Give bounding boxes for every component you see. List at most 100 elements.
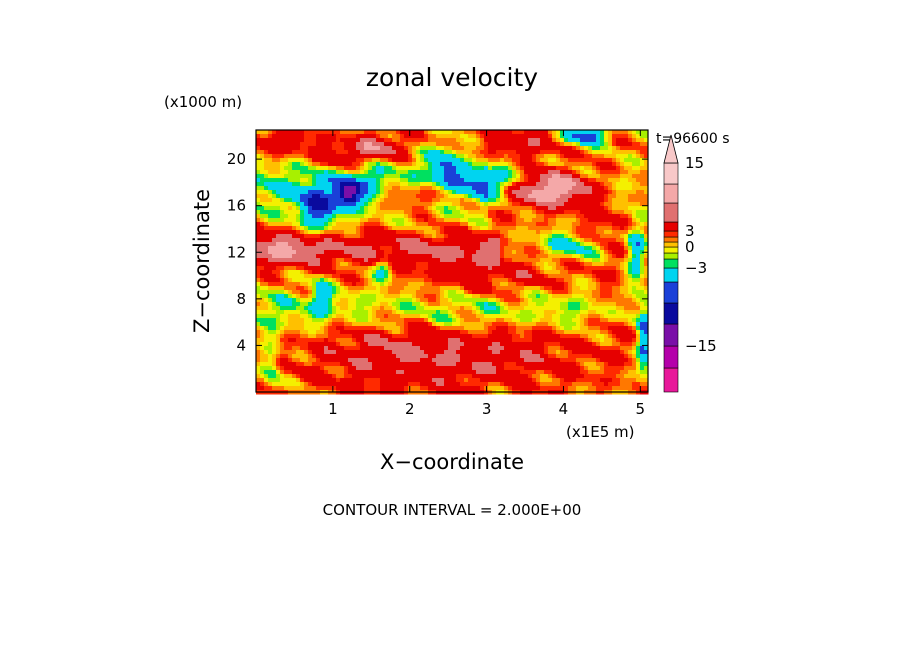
heatmap-cell — [348, 254, 353, 259]
heatmap-cell — [616, 230, 621, 235]
heatmap-cell — [332, 230, 337, 235]
heatmap-cell — [500, 162, 505, 167]
heatmap-cell — [308, 322, 313, 327]
heatmap-cell — [264, 158, 269, 163]
heatmap-cell — [376, 266, 381, 271]
heatmap-cell — [264, 234, 269, 239]
heatmap-cell — [308, 250, 313, 255]
heatmap-cell — [572, 138, 577, 143]
heatmap-cell — [332, 310, 337, 315]
heatmap-cell — [528, 274, 533, 279]
heatmap-cell — [492, 278, 497, 283]
heatmap-cell — [260, 182, 265, 187]
heatmap-cell — [476, 170, 481, 175]
heatmap-cell — [568, 314, 573, 319]
heatmap-cell — [576, 274, 581, 279]
heatmap-cell — [532, 230, 537, 235]
heatmap-cell — [492, 246, 497, 251]
heatmap-cell — [300, 302, 305, 307]
heatmap-cell — [620, 298, 625, 303]
heatmap-cell — [332, 282, 337, 287]
heatmap-cell — [364, 142, 369, 147]
heatmap-cell — [612, 214, 617, 219]
heatmap-cell — [496, 226, 501, 231]
heatmap-cell — [580, 318, 585, 323]
heatmap-cell — [556, 230, 561, 235]
heatmap-cell — [500, 250, 505, 255]
heatmap-cell — [456, 174, 461, 179]
heatmap-cell — [444, 150, 449, 155]
heatmap-cell — [444, 322, 449, 327]
heatmap-cell — [588, 214, 593, 219]
heatmap-cell — [292, 310, 297, 315]
heatmap-cell — [604, 326, 609, 331]
heatmap-cell — [596, 290, 601, 295]
heatmap-cell — [436, 218, 441, 223]
heatmap-cell — [644, 258, 649, 263]
heatmap-cell — [260, 150, 265, 155]
heatmap-cell — [372, 174, 377, 179]
heatmap-cell — [476, 206, 481, 211]
heatmap-cell — [484, 134, 489, 139]
heatmap-cell — [524, 274, 529, 279]
heatmap-cell — [640, 274, 645, 279]
heatmap-cell — [348, 162, 353, 167]
heatmap-cell — [328, 322, 333, 327]
heatmap-cell — [532, 242, 537, 247]
heatmap-cell — [552, 194, 557, 199]
heatmap-cell — [492, 322, 497, 327]
heatmap-cell — [340, 278, 345, 283]
heatmap-cell — [312, 134, 317, 139]
heatmap-cell — [596, 150, 601, 155]
heatmap-cell — [388, 310, 393, 315]
heatmap-cell — [496, 314, 501, 319]
heatmap-cell — [604, 142, 609, 147]
heatmap-cell — [344, 198, 349, 203]
heatmap-cell — [608, 254, 613, 259]
heatmap-cell — [392, 186, 397, 191]
heatmap-cell — [260, 278, 265, 283]
heatmap-cell — [604, 146, 609, 151]
heatmap-cell — [608, 318, 613, 323]
heatmap-cell — [444, 294, 449, 299]
heatmap-cell — [612, 278, 617, 283]
heatmap-cell — [568, 182, 573, 187]
heatmap-cell — [620, 138, 625, 143]
heatmap-cell — [304, 278, 309, 283]
heatmap-cell — [376, 162, 381, 167]
heatmap-cell — [612, 158, 617, 163]
heatmap-cell — [388, 222, 393, 227]
heatmap-cell — [396, 302, 401, 307]
heatmap-cell — [328, 230, 333, 235]
heatmap-cell — [600, 250, 605, 255]
heatmap-cell — [416, 206, 421, 211]
heatmap-cell — [628, 226, 633, 231]
heatmap-cell — [416, 162, 421, 167]
heatmap-cell — [404, 182, 409, 187]
heatmap-cell — [412, 246, 417, 251]
heatmap-cell — [280, 198, 285, 203]
heatmap-cell — [516, 290, 521, 295]
heatmap-cell — [268, 314, 273, 319]
heatmap-cell — [448, 242, 453, 247]
heatmap-cell — [288, 154, 293, 159]
heatmap-cell — [468, 210, 473, 215]
heatmap-cell — [608, 250, 613, 255]
heatmap-cell — [492, 170, 497, 175]
heatmap-cell — [592, 142, 597, 147]
heatmap-cell — [528, 166, 533, 171]
heatmap-cell — [336, 302, 341, 307]
heatmap-cell — [568, 174, 573, 179]
heatmap-cell — [612, 226, 617, 231]
heatmap-cell — [620, 254, 625, 259]
heatmap-cell — [480, 130, 485, 135]
heatmap-cell — [552, 142, 557, 147]
heatmap-cell — [636, 154, 641, 159]
heatmap-cell — [508, 310, 513, 315]
heatmap-cell — [384, 234, 389, 239]
heatmap-cell — [400, 134, 405, 139]
heatmap-cell — [260, 186, 265, 191]
heatmap-cell — [544, 314, 549, 319]
heatmap-cell — [640, 190, 645, 195]
heatmap-cell — [320, 258, 325, 263]
